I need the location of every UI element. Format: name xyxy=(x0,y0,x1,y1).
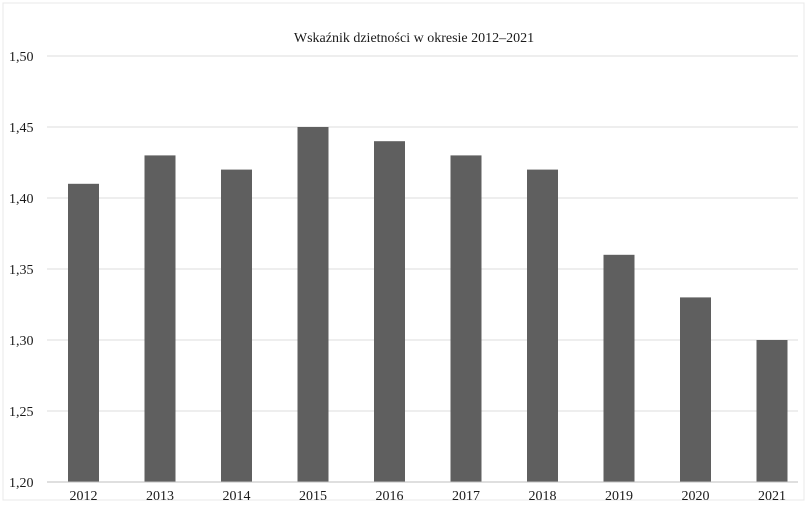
y-tick-label: 1,50 xyxy=(9,50,34,65)
x-tick-label: 2019 xyxy=(605,489,633,504)
y-tick-label: 1,35 xyxy=(9,263,34,278)
bars xyxy=(68,127,788,483)
x-tick-label: 2018 xyxy=(529,489,557,504)
x-tick-label: 2013 xyxy=(146,489,174,504)
y-tick-label: 1,40 xyxy=(9,192,34,207)
y-tick-labels: 1,20 1,25 1,30 1,35 1,40 1,45 1,50 xyxy=(9,50,34,491)
x-tick-labels: 2012 2013 2014 2015 2016 2017 2018 2019 2020 2021 xyxy=(70,489,787,504)
x-tick-label: 2020 xyxy=(682,489,710,504)
x-tick-label: 2021 xyxy=(758,489,786,504)
bar-2012 xyxy=(68,183,99,483)
y-tick-label: 1,25 xyxy=(9,405,34,420)
chart-title: Wskaźnik dzietności w okresie 2012–2021 xyxy=(294,31,534,46)
bar-2018 xyxy=(527,169,558,482)
bar-2021 xyxy=(756,340,788,482)
x-tick-label: 2012 xyxy=(70,489,98,504)
x-tick-label: 2017 xyxy=(452,489,480,504)
bar-2015 xyxy=(297,127,329,482)
x-tick-label: 2016 xyxy=(376,489,404,504)
x-tick-label: 2015 xyxy=(299,489,327,504)
bar-2014 xyxy=(221,169,252,482)
bar-2019 xyxy=(603,254,635,482)
bar-2020 xyxy=(680,297,711,482)
bar-2017 xyxy=(450,155,482,482)
y-tick-label: 1,30 xyxy=(9,334,34,349)
x-tick-label: 2014 xyxy=(223,489,251,504)
y-tick-label: 1,45 xyxy=(9,121,34,136)
bar-2013 xyxy=(144,155,176,482)
bar-2016 xyxy=(374,141,405,482)
y-tick-label: 1,20 xyxy=(9,476,34,491)
